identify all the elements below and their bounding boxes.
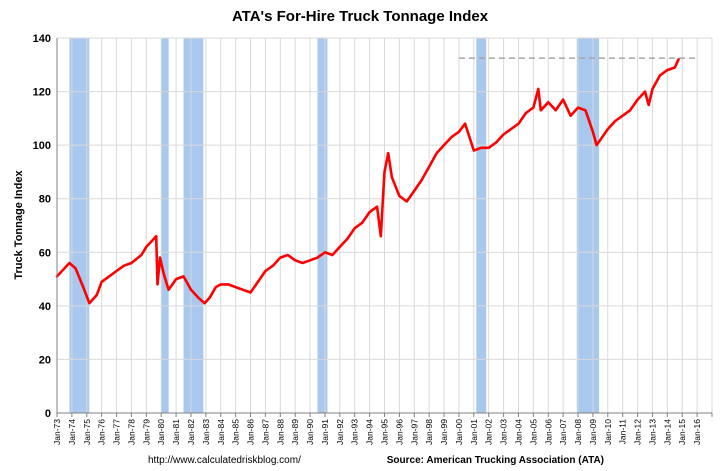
x-tick-label: Jan-94 (365, 419, 375, 445)
x-tick-label: Jan-00 (454, 419, 464, 445)
x-tick-label: Jan-06 (543, 419, 553, 445)
y-tick-labels: 0 20 40 60 80 100 120 140 (33, 33, 51, 420)
chart-title: ATA's For-Hire Truck Tonnage Index (232, 8, 489, 25)
series-line-truck-tonnage (55, 58, 680, 305)
y-tick-label: 80 (39, 194, 51, 206)
x-tick-label: Jan-09 (588, 419, 598, 445)
x-tick-label: Jan-03 (499, 419, 509, 445)
x-tick-label: Jan-74 (67, 419, 77, 445)
recession-band (161, 38, 169, 413)
x-tick-label: Jan-98 (424, 419, 434, 445)
x-tick-label: Jan-86 (246, 419, 256, 445)
x-tick-label: Jan-04 (514, 419, 524, 445)
x-tick-label: Jan-13 (648, 419, 658, 445)
x-tick-label: Jan-02 (484, 419, 494, 445)
y-tick-label: 100 (33, 140, 51, 152)
x-tick-label: Jan-14 (662, 419, 672, 445)
y-tick-label: 0 (45, 408, 51, 420)
x-tick-label: Jan-80 (156, 419, 166, 445)
x-tick-label: Jan-95 (380, 419, 390, 445)
x-tick-label: Jan-75 (82, 419, 92, 445)
x-tick-label: Jan-97 (409, 419, 419, 445)
y-tick-label: 40 (39, 301, 51, 313)
x-tick-label: Jan-93 (350, 419, 360, 445)
source-text: Source: American Trucking Association (A… (387, 455, 604, 466)
recession-band (476, 38, 487, 413)
credit-text: http://www.calculatedriskblog.com/ (148, 455, 301, 466)
gridlines (57, 37, 713, 413)
x-tick-label: Jan-01 (469, 419, 479, 445)
x-tick-label: Jan-05 (528, 419, 538, 445)
recession-band (317, 38, 328, 413)
x-tick-label: Jan-88 (275, 419, 285, 445)
x-tick-label: Jan-81 (171, 419, 181, 445)
x-tick-label: Jan-87 (260, 419, 270, 445)
y-axis-label: Truck Tonnage Index (13, 170, 25, 280)
recession-bands (69, 38, 600, 413)
series-group (55, 58, 680, 305)
y-tick-label: 120 (33, 87, 51, 99)
x-tick-label: Jan-99 (439, 419, 449, 445)
x-tick-label: Jan-79 (141, 419, 151, 445)
x-tick-label: Jan-96 (394, 419, 404, 445)
x-tick-label: Jan-08 (573, 419, 583, 445)
x-tick-label: Jan-89 (290, 419, 300, 445)
recession-band (576, 38, 600, 413)
x-tick-label: Jan-84 (216, 419, 226, 445)
y-tick-label: 140 (33, 33, 51, 45)
x-tick-label: Jan-82 (186, 419, 196, 445)
x-tick-labels: Jan-73 Jan-74 Jan-75 Jan-76 Jan-77 Jan-78 Jan-… (52, 419, 702, 445)
x-tick-label: Jan-76 (97, 419, 107, 445)
x-tick-label: Jan-91 (320, 419, 330, 445)
x-tick-label: Jan-07 (558, 419, 568, 445)
x-tick-label: Jan-11 (618, 419, 628, 445)
x-tick-label: Jan-12 (633, 419, 643, 445)
x-tick-label: Jan-85 (231, 419, 241, 445)
y-tick-label: 60 (39, 247, 51, 259)
x-tick-label: Jan-15 (677, 419, 687, 445)
recession-band (183, 38, 204, 413)
x-tick-label: Jan-77 (112, 419, 122, 445)
y-tick-label: 20 (39, 354, 51, 366)
x-tick-label: Jan-16 (692, 419, 702, 445)
x-tick-label: Jan-10 (603, 419, 613, 445)
axes (56, 38, 713, 417)
x-tick-label: Jan-83 (201, 419, 211, 445)
recession-band (69, 38, 90, 413)
x-tick-label: Jan-92 (335, 419, 345, 445)
x-tick-label: Jan-73 (52, 419, 62, 445)
x-tick-label: Jan-78 (126, 419, 136, 445)
x-tick-label: Jan-90 (305, 419, 315, 445)
